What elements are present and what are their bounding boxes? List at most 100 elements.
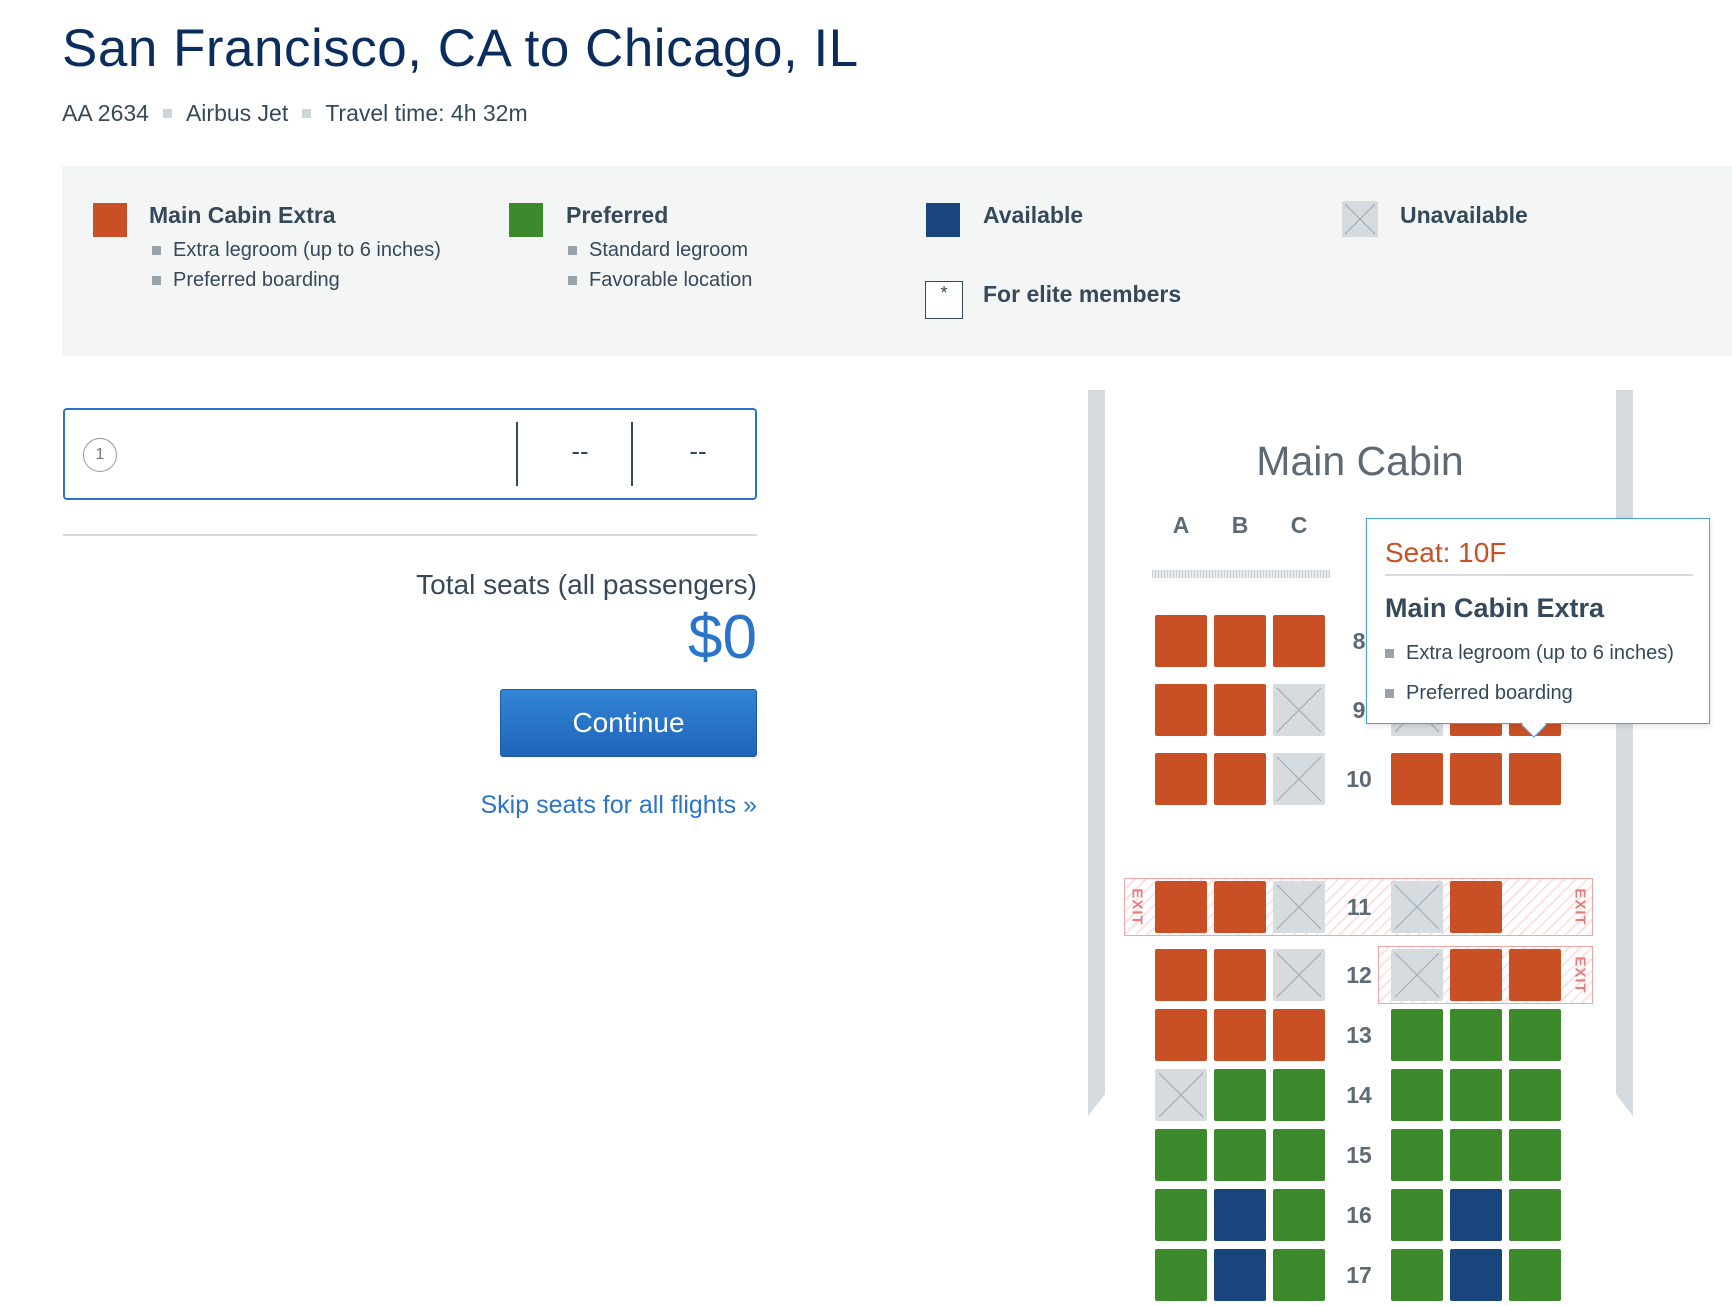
seat-10d[interactable] [1391,753,1443,805]
travel-time: Travel time: 4h 32m [325,100,528,126]
seat-10f[interactable] [1509,753,1561,805]
bulkhead [1152,570,1330,578]
legend-bullet: Standard legroom [568,235,752,265]
seat-legend: Main Cabin Extra Extra legroom (up to 6 … [62,166,1732,356]
seat-15d[interactable] [1391,1129,1443,1181]
seat-16e[interactable] [1450,1189,1502,1241]
unavailable-x-icon [1342,201,1378,237]
divider [1385,574,1693,576]
seat-12b[interactable] [1214,949,1266,1001]
seat-8a[interactable] [1155,615,1207,667]
legend-bullets-main-cabin-extra: Extra legroom (up to 6 inches) Preferred… [152,235,441,295]
seat-13c[interactable] [1273,1009,1325,1061]
main-cabin-extra-swatch [93,203,127,237]
seat-14d[interactable] [1391,1069,1443,1121]
seat-10b[interactable] [1214,753,1266,805]
seat-16b[interactable] [1214,1189,1266,1241]
seat-13b[interactable] [1214,1009,1266,1061]
row-number: 12 [1346,962,1372,988]
seat-15a[interactable] [1155,1129,1207,1181]
legend-title-available: Available [983,202,1084,228]
tooltip-bullets: Extra legroom (up to 6 inches) Preferred… [1385,633,1674,713]
seat-12d [1391,949,1443,1001]
divider [63,534,757,536]
aircraft-type: Airbus Jet [185,100,289,126]
row-number: 14 [1346,1082,1372,1108]
seat-13f[interactable] [1509,1009,1561,1061]
seat-14b[interactable] [1214,1069,1266,1121]
seat-16f[interactable] [1509,1189,1561,1241]
separator-dot [162,109,172,118]
seat-11e[interactable] [1450,881,1502,933]
seat-15c[interactable] [1273,1129,1325,1181]
seat-14c[interactable] [1273,1069,1325,1121]
legend-bullet: Extra legroom (up to 6 inches) [152,235,441,265]
tooltip-bullet: Preferred boarding [1385,673,1674,713]
exit-label: EXIT [1571,888,1589,926]
flight-meta: AA 2634 Airbus Jet Travel time: 4h 32m [62,100,528,127]
continue-button[interactable]: Continue [500,689,757,757]
row-number: 17 [1346,1262,1372,1288]
seat-11b[interactable] [1214,881,1266,933]
divider [631,422,633,486]
seat-14f[interactable] [1509,1069,1561,1121]
seat-13d[interactable] [1391,1009,1443,1061]
legend-title-unavailable: Unavailable [1400,202,1528,228]
seat-17c[interactable] [1273,1249,1325,1301]
row-number: 13 [1346,1022,1372,1048]
seat-tooltip: Seat: 10F Main Cabin Extra Extra legroom… [1366,518,1710,724]
row-number: 8 [1352,628,1366,654]
seat-15f[interactable] [1509,1129,1561,1181]
elite-star-icon: * [925,281,963,319]
seat-15e[interactable] [1450,1129,1502,1181]
cabin-title: Main Cabin [1256,438,1464,484]
seat-16d[interactable] [1391,1189,1443,1241]
separator-dot [302,109,312,118]
seat-17f[interactable] [1509,1249,1561,1301]
seat-12a[interactable] [1155,949,1207,1001]
fuselage-right-wall [1616,390,1633,1116]
seat-12f[interactable] [1509,949,1561,1001]
seat-16a[interactable] [1155,1189,1207,1241]
seat-16c[interactable] [1273,1189,1325,1241]
seat-9b[interactable] [1214,684,1266,736]
divider [516,422,518,486]
seat-17b[interactable] [1214,1249,1266,1301]
tooltip-seat-type: Main Cabin Extra [1385,593,1605,623]
exit-label: EXIT [1128,888,1146,926]
row-number: 10 [1346,766,1372,792]
seat-8c[interactable] [1273,615,1325,667]
available-swatch [926,203,960,237]
seat-17d[interactable] [1391,1249,1443,1301]
column-letter-b: B [1231,512,1249,538]
skip-seats-link[interactable]: Skip seats for all flights » [480,791,757,819]
seat-12e[interactable] [1450,949,1502,1001]
passenger-seat-selector[interactable]: 1 -- -- [63,408,757,500]
legend-title-preferred: Preferred [566,202,669,228]
tooltip-seat-id: Seat: 10F [1385,537,1507,568]
total-seats-label: Total seats (all passengers) [416,569,757,600]
route-title: San Francisco, CA to Chicago, IL [62,19,859,78]
seat-13a[interactable] [1155,1009,1207,1061]
row-number: 9 [1352,697,1366,723]
seat-15b[interactable] [1214,1129,1266,1181]
seat-8b[interactable] [1214,615,1266,667]
seat-13e[interactable] [1450,1009,1502,1061]
seat-17a[interactable] [1155,1249,1207,1301]
legend-bullet: Favorable location [568,265,752,295]
legend-bullet: Preferred boarding [152,265,441,295]
seat-17e[interactable] [1450,1249,1502,1301]
column-letter-a: A [1172,512,1190,538]
seat-12c [1273,949,1325,1001]
seat-11c [1273,881,1325,933]
seat-11a[interactable] [1155,881,1207,933]
seat-14e[interactable] [1450,1069,1502,1121]
legend-bullets-preferred: Standard legroom Favorable location [568,235,752,295]
tooltip-bullet: Extra legroom (up to 6 inches) [1385,633,1674,673]
seat-9a[interactable] [1155,684,1207,736]
seat-10c [1273,753,1325,805]
seat-10a[interactable] [1155,753,1207,805]
row-number: 15 [1346,1142,1372,1168]
row-number: 16 [1346,1202,1372,1228]
seat-10e[interactable] [1450,753,1502,805]
